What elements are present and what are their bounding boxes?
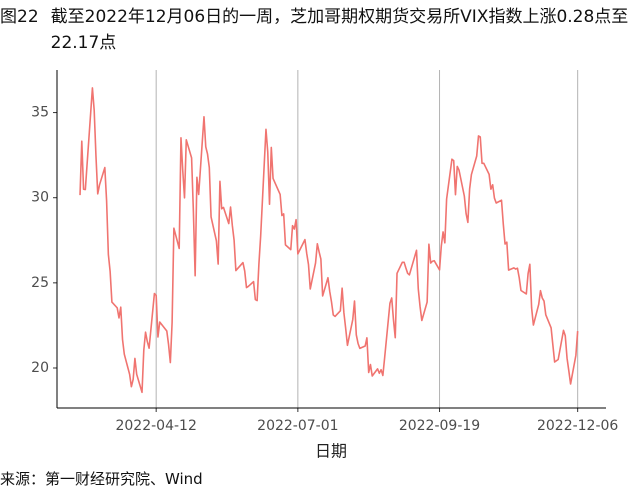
y-tick-label: 20: [31, 360, 49, 376]
x-tick-label: 2022-04-12: [115, 418, 196, 434]
y-tick-label: 35: [31, 105, 49, 121]
x-axis-label: 日期: [315, 442, 347, 461]
title-block: 图22 截至2022年12月06日的一周，芝加哥期权期货交易所VIX指数上涨0.…: [0, 4, 640, 56]
x-tick-label: 2022-09-19: [399, 418, 480, 434]
y-tick-label: 30: [31, 190, 49, 206]
x-tick-label: 2022-07-01: [257, 418, 338, 434]
x-tick-label: 2022-12-06: [537, 418, 618, 434]
source-note: 来源：第一财经研究院、Wind: [0, 470, 203, 488]
y-tick-label: 25: [31, 275, 49, 291]
chart-title: 截至2022年12月06日的一周，芝加哥期权期货交易所VIX指数上涨0.28点至…: [50, 7, 629, 53]
figure-label: 图22: [0, 7, 39, 27]
data-line: [79, 87, 579, 394]
